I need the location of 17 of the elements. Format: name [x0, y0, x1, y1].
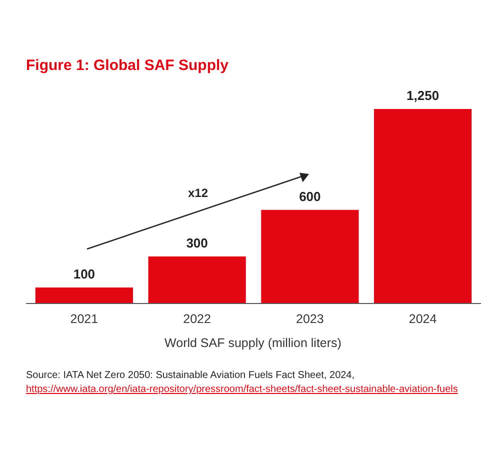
x-tick-label: 2023 [296, 312, 324, 326]
bar [35, 287, 134, 303]
bar [374, 109, 472, 303]
source-note: Source: IATA Net Zero 2050: Sustainable Aviation Fuels Fact Sheet, 2024, [26, 370, 355, 381]
annotation: x12 [188, 186, 208, 200]
data-label: 300 [186, 235, 208, 250]
x-tick-label: 2021 [70, 312, 98, 326]
x-axis-title: World SAF supply (million liters) [164, 336, 342, 350]
chart-title: Figure 1: Global SAF Supply [26, 57, 230, 74]
data-label: 1,250 [406, 88, 440, 103]
data-label: 100 [73, 266, 96, 282]
data-label: 600 [299, 188, 321, 204]
bar [148, 256, 246, 303]
text: https://www.iata.org/en/iata-repository/pressroom/fact-sheets/fact-sheet-sustainable-aviation-fuels [26, 384, 458, 395]
bar [261, 210, 359, 303]
x-tick-label: 2024 [408, 312, 437, 326]
x-tick-label: 2022 [183, 312, 212, 326]
